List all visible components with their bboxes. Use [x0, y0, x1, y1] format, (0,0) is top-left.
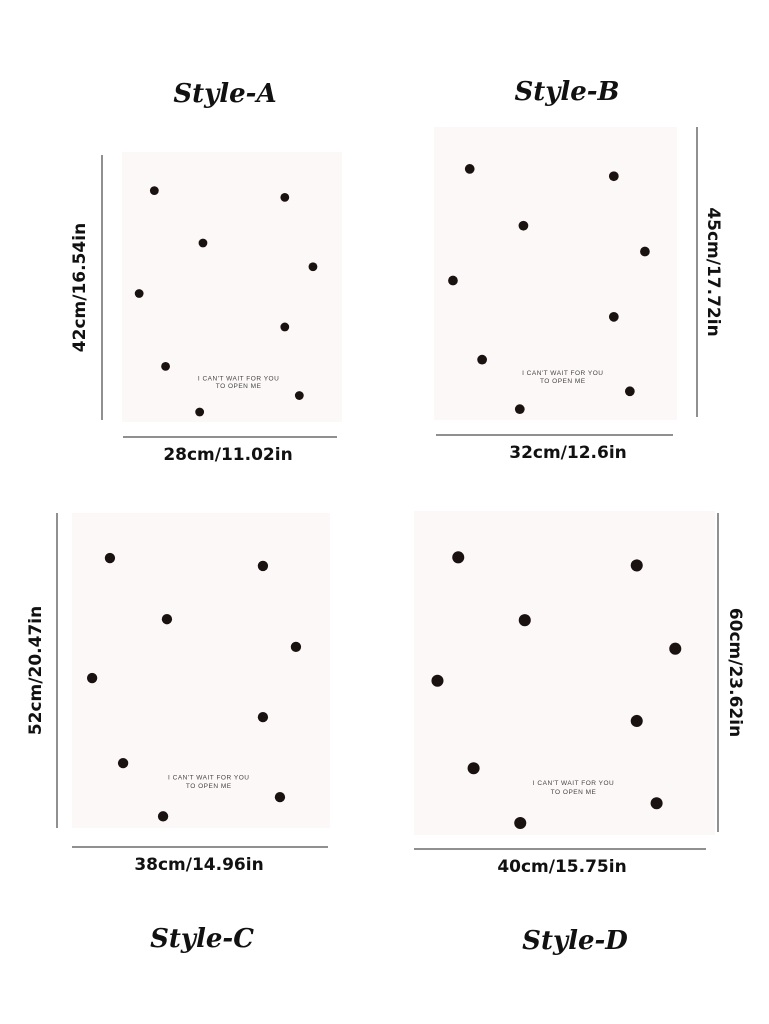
dot [624, 386, 635, 397]
dot [464, 164, 475, 174]
dot [630, 714, 643, 727]
dot [608, 312, 619, 322]
dot [514, 816, 527, 830]
dot [448, 275, 458, 286]
dot [161, 613, 173, 625]
dot [669, 642, 682, 655]
poster-card [434, 127, 677, 420]
card-text: I CAN'T WAIT FOR YOU [522, 370, 603, 377]
card-text: TO OPEN ME [551, 789, 597, 796]
dot [149, 186, 159, 196]
dot [640, 246, 650, 257]
dot [117, 757, 129, 769]
dot [280, 322, 290, 332]
height-label: 60cm/23.62in [725, 608, 745, 737]
poster-card [414, 511, 715, 835]
height-label: 42cm/16.54in [70, 223, 90, 352]
dot [467, 762, 480, 775]
dot [257, 711, 269, 723]
dot [650, 797, 663, 810]
style-title: Style-C [150, 924, 254, 954]
dot [431, 674, 444, 687]
style-panel: Style-D I CAN'T WAIT FOR YOU TO OPEN ME 60c… [414, 511, 745, 956]
style-title: Style-A [173, 79, 276, 109]
dot [134, 289, 144, 298]
style-title: Style-B [514, 77, 619, 107]
dot [294, 391, 304, 400]
card-text: I CAN'T WAIT FOR YOU [168, 774, 249, 781]
style-title: Style-D [522, 926, 628, 956]
dot [195, 407, 205, 417]
dot [477, 354, 487, 365]
card-text: TO OPEN ME [540, 378, 586, 385]
poster-card [72, 513, 330, 828]
height-label: 45cm/17.72in [703, 207, 723, 336]
dot [518, 220, 529, 231]
dot [518, 614, 531, 627]
card-text: I CAN'T WAIT FOR YOU [533, 780, 614, 787]
dot [280, 192, 290, 202]
dot [290, 641, 302, 653]
dot [308, 262, 318, 272]
dot [104, 552, 116, 564]
dot [608, 171, 619, 182]
style-panel: Style-C I CAN'T WAIT FOR YOU TO OPEN ME 52c… [26, 513, 330, 954]
height-label: 52cm/20.47in [26, 606, 46, 735]
dot [630, 559, 643, 572]
dot [452, 551, 465, 564]
dot [257, 560, 269, 572]
width-label: 32cm/12.6in [509, 443, 627, 463]
card-text: TO OPEN ME [216, 383, 262, 390]
card-text: I CAN'T WAIT FOR YOU [198, 376, 279, 383]
card-text: TO OPEN ME [186, 783, 232, 790]
dot [198, 238, 208, 248]
dot [157, 811, 169, 822]
width-label: 38cm/14.96in [134, 855, 263, 875]
dot [86, 672, 98, 684]
width-label: 40cm/15.75in [497, 857, 626, 877]
width-label: 28cm/11.02in [163, 445, 292, 465]
dot [514, 404, 525, 415]
dot [161, 361, 170, 371]
dot [274, 791, 286, 803]
poster-card [122, 152, 342, 422]
